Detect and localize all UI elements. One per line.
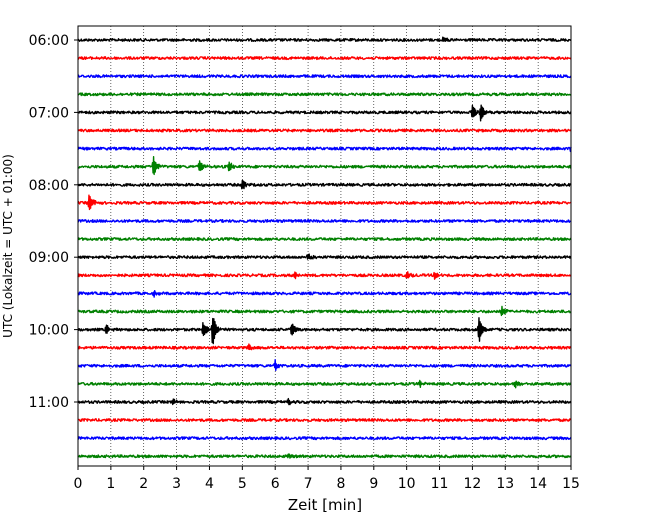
seismogram-trace	[77, 436, 572, 441]
plot-frame	[77, 25, 572, 467]
x-tick-label: 8	[336, 476, 345, 492]
traces	[77, 36, 572, 459]
x-tick-label: 15	[562, 476, 580, 492]
seismogram-trace	[77, 128, 572, 133]
x-tick-label: 11	[431, 476, 449, 492]
seismogram-trace	[77, 56, 572, 61]
x-axis: 0 1 2 3 4 5 6 7 8 9 10 11 12 13 14 15	[74, 466, 580, 492]
seismogram-trace	[77, 74, 572, 79]
seismogram-trace	[77, 397, 572, 406]
seismogram-trace	[77, 453, 572, 459]
x-tick-label: 5	[238, 476, 247, 492]
x-tick-label: 1	[106, 476, 115, 492]
seismogram-trace	[77, 317, 572, 345]
y-tick-label: 07:00	[29, 105, 69, 121]
y-tick-label: 11:00	[29, 395, 69, 411]
seismogram-trace	[77, 36, 572, 42]
seismogram-trace	[77, 219, 572, 223]
x-tick-label: 4	[205, 476, 214, 492]
x-axis-label: Zeit [min]	[288, 496, 362, 514]
seismogram-trace	[77, 359, 572, 372]
grid	[110, 26, 539, 466]
x-tick-label: 7	[304, 476, 313, 492]
x-tick-label: 6	[271, 476, 280, 492]
seismogram-trace	[77, 305, 572, 317]
y-tick-label: 09:00	[29, 250, 69, 266]
seismogram-trace	[77, 104, 572, 122]
seismogram-trace	[77, 379, 572, 389]
y-tick-label: 10:00	[29, 323, 69, 339]
x-tick-label: 14	[529, 476, 547, 492]
seismogram-trace	[77, 289, 572, 298]
seismogram-trace	[77, 237, 572, 242]
x-tick-label: 10	[398, 476, 416, 492]
seismogram-trace	[77, 179, 572, 190]
x-tick-label: 3	[172, 476, 181, 492]
seismogram-trace	[77, 194, 572, 211]
x-tick-label: 9	[369, 476, 378, 492]
seismogram-trace	[77, 156, 572, 176]
seismogram-trace	[77, 146, 572, 153]
x-tick-label: 0	[74, 476, 83, 492]
x-tick-label: 12	[463, 476, 481, 492]
y-axis-label: UTC (Lokalzeit = UTC + 01:00)	[1, 154, 15, 338]
y-tick-label: 06:00	[29, 33, 69, 49]
y-axis: 06:00 07:00 08:00 09:00 10:00 11:00	[29, 33, 78, 411]
seismogram-trace	[77, 92, 572, 97]
seismogram-trace	[77, 418, 572, 423]
y-tick-label: 08:00	[29, 178, 69, 194]
seismogram-trace	[77, 253, 572, 260]
seismogram-trace	[77, 271, 572, 280]
x-tick-label: 2	[139, 476, 148, 492]
seismogram-trace	[77, 343, 572, 351]
x-tick-label: 13	[496, 476, 514, 492]
